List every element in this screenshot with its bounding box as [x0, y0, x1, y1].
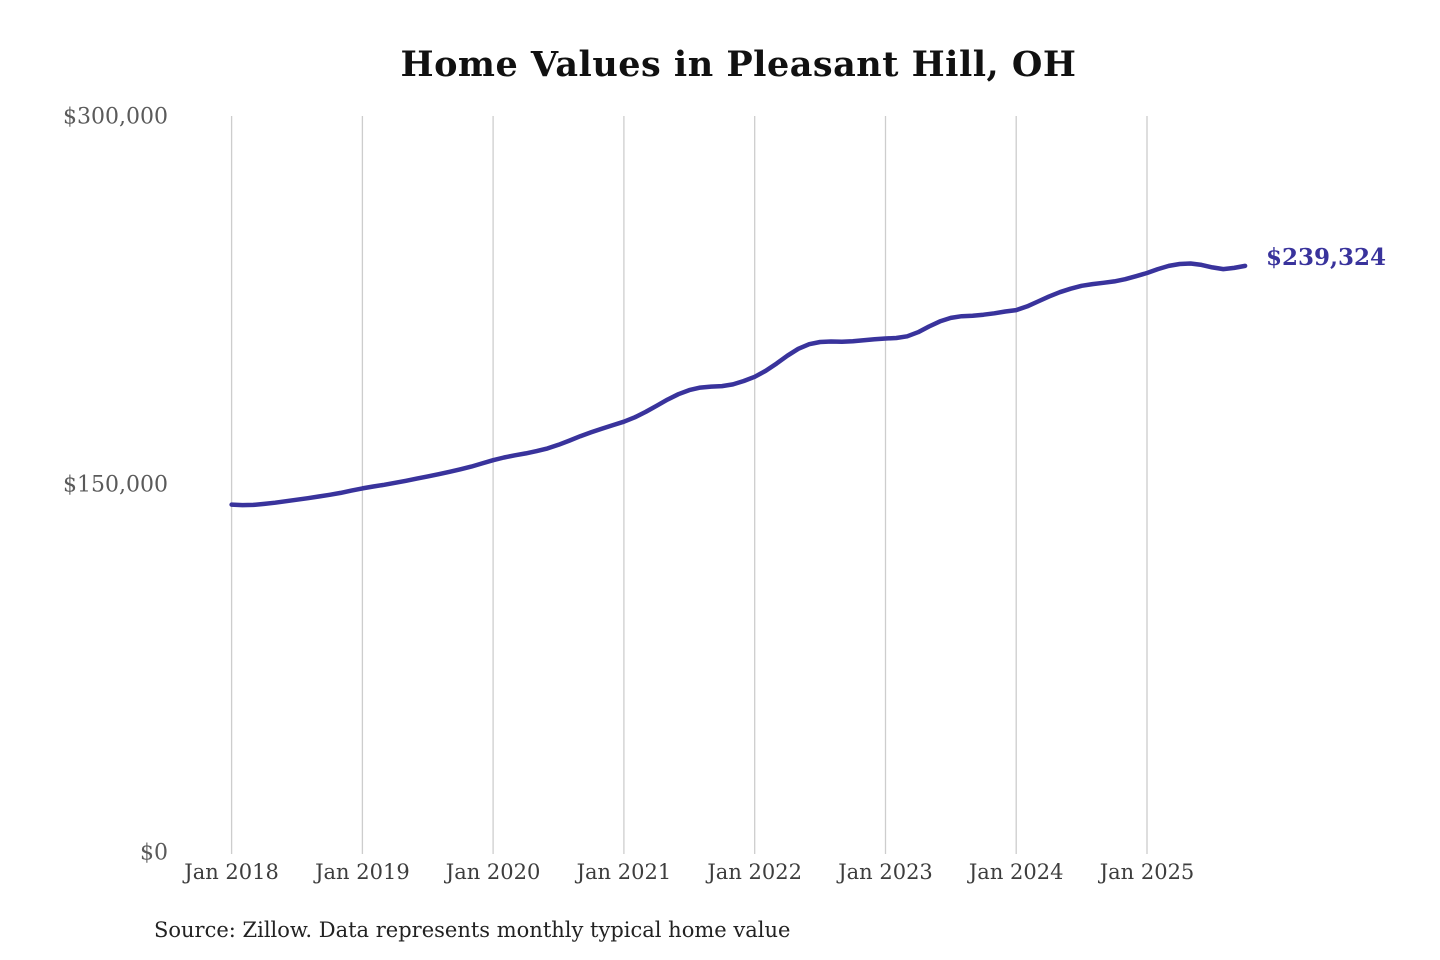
x-tick-label: Jan 2018: [184, 860, 279, 884]
x-tick-label: Jan 2022: [707, 860, 802, 884]
y-tick-label: $0: [140, 840, 168, 866]
vertical-gridlines: [230, 116, 1148, 854]
x-tick-label: Jan 2023: [838, 860, 933, 884]
x-tick-label: Jan 2025: [1099, 860, 1195, 884]
x-tick-label: Jan 2020: [445, 860, 541, 884]
chart-title: Home Values in Pleasant Hill, OH: [400, 44, 1077, 85]
latest-value-label: $239,324: [1266, 244, 1387, 271]
x-tick-label: Jan 2024: [968, 860, 1064, 884]
x-tick-label: Jan 2019: [315, 860, 410, 884]
home-value-line: [229, 261, 1248, 508]
x-tick-label: Jan 2021: [576, 860, 672, 884]
y-tick-label: $300,000: [63, 104, 168, 130]
y-tick-label: $150,000: [63, 472, 168, 498]
source-note: Source: Zillow. Data represents monthly …: [154, 918, 791, 942]
